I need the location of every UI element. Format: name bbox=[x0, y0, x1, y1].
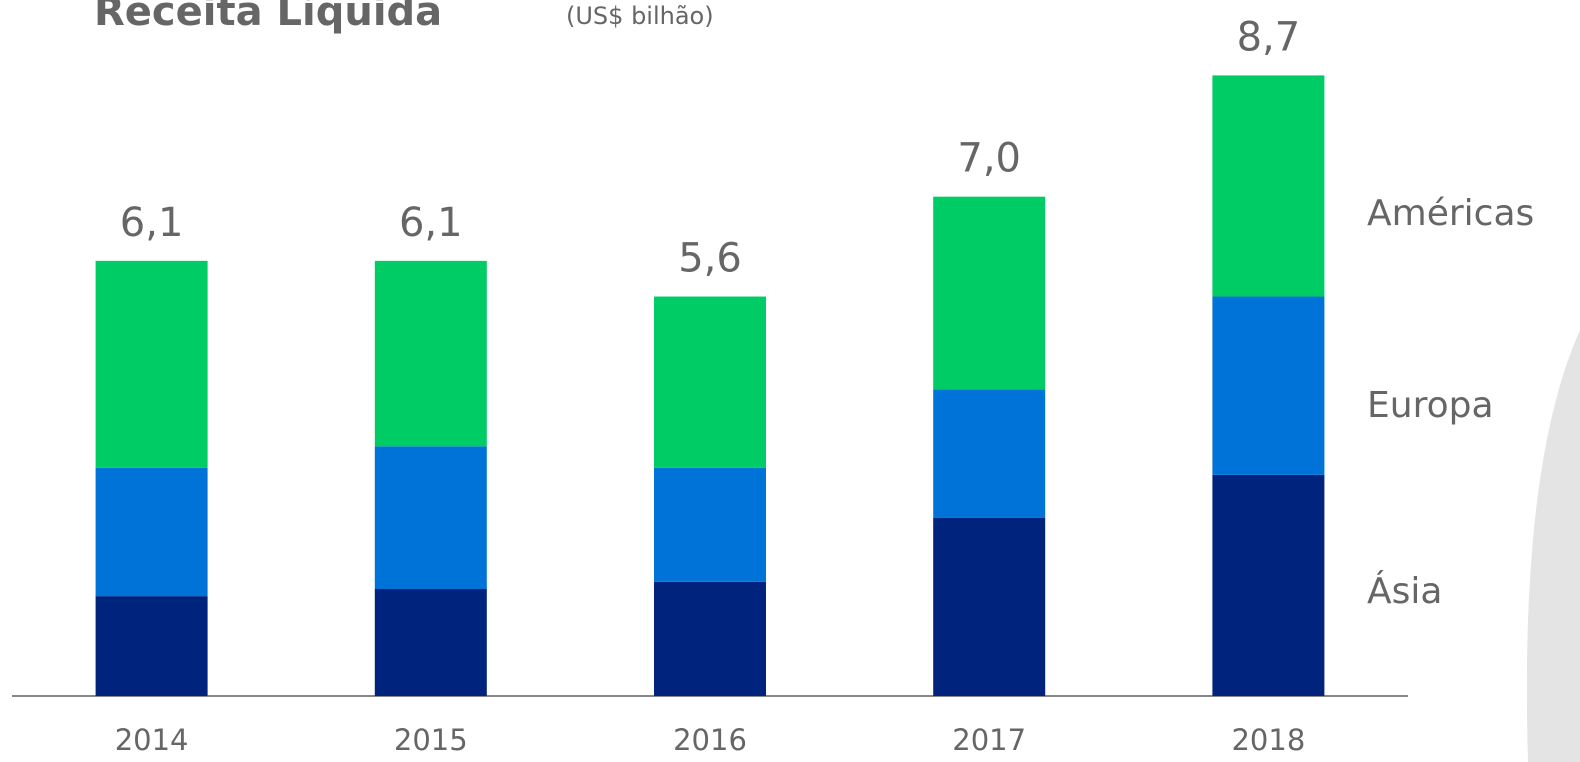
bar-segment bbox=[95, 260, 208, 468]
x-tick-label: 2016 bbox=[673, 723, 747, 757]
x-tick-label: 2018 bbox=[1231, 723, 1305, 757]
decor-shape bbox=[1526, 330, 1580, 762]
bar-segment bbox=[374, 589, 487, 696]
total-label: 6,1 bbox=[399, 200, 463, 246]
chart-title: Receita Líquida bbox=[94, 0, 442, 35]
x-tick-label: 2014 bbox=[115, 723, 189, 757]
bar-segment bbox=[374, 446, 487, 589]
bar-segment bbox=[95, 596, 208, 696]
x-tick-label: 2015 bbox=[394, 723, 468, 757]
legend-label: Ásia bbox=[1367, 570, 1442, 612]
bar-segment bbox=[933, 389, 1046, 518]
bar-segment bbox=[654, 581, 766, 696]
total-label: 7,0 bbox=[957, 136, 1021, 182]
total-label: 5,6 bbox=[678, 236, 742, 282]
legend-label: Europa bbox=[1367, 385, 1494, 426]
bar-segment bbox=[374, 260, 487, 447]
x-tick-label: 2017 bbox=[952, 723, 1026, 757]
legend-label: Américas bbox=[1367, 193, 1534, 234]
total-label: 6,1 bbox=[120, 200, 184, 246]
bar-segment bbox=[654, 296, 766, 468]
bar-segment bbox=[95, 467, 208, 597]
bar-segment bbox=[654, 467, 766, 582]
bar-segment bbox=[933, 517, 1046, 696]
bar-segment bbox=[1212, 474, 1325, 696]
bar-segment bbox=[1212, 296, 1325, 475]
bar-segment bbox=[1212, 75, 1325, 297]
chart-subtitle: (US$ bilhão) bbox=[566, 2, 714, 30]
bar-segment bbox=[933, 196, 1046, 390]
total-label: 8,7 bbox=[1237, 14, 1301, 60]
